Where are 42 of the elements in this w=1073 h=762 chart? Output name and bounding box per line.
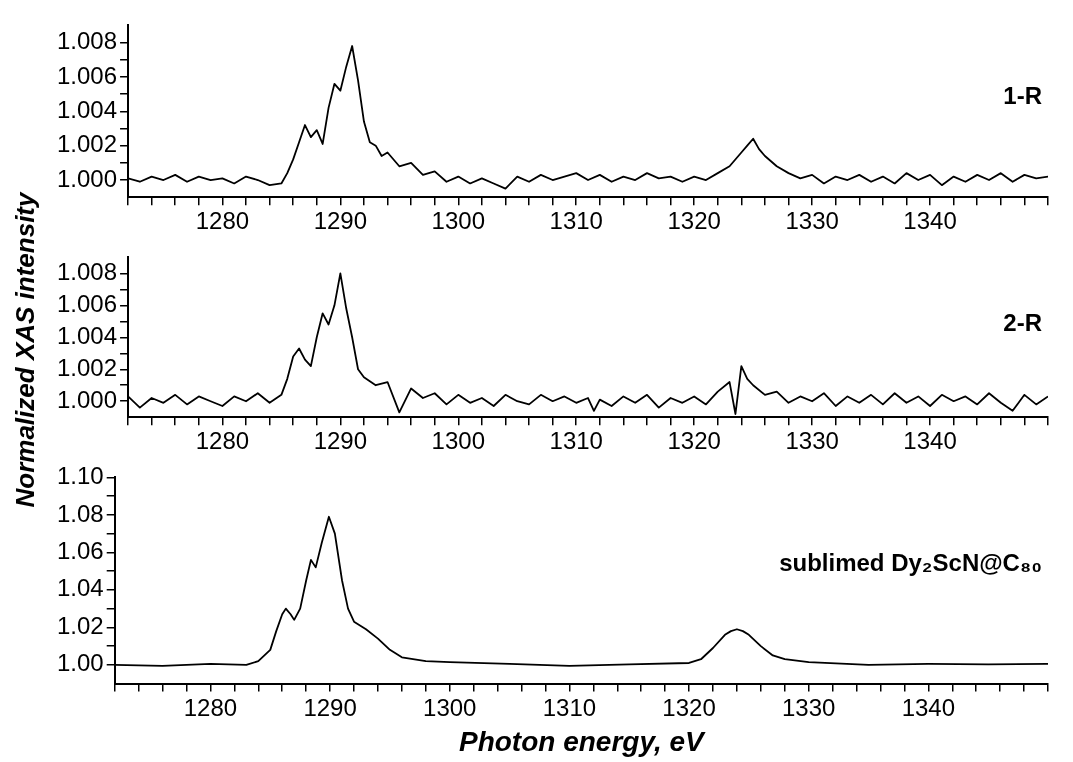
x-tick-label: 1330 — [782, 693, 836, 721]
x-tick-label: 1320 — [667, 427, 721, 455]
x-tick-label: 1290 — [313, 207, 368, 235]
x-tick-label: 1320 — [667, 207, 721, 235]
x-tick-label: 1300 — [423, 693, 477, 721]
x-tick-label: 1330 — [785, 427, 839, 455]
x-tick-label: 1290 — [313, 427, 368, 455]
annotation: 1-R — [1003, 82, 1042, 110]
annotation: 2-R — [1003, 309, 1042, 337]
y-tick-label: 1.006 — [57, 289, 118, 317]
x-tick-label: 1340 — [903, 427, 957, 455]
x-tick-label: 1290 — [303, 693, 357, 721]
y-tick-label: 1.004 — [57, 321, 118, 349]
y-tick-label: 1.004 — [57, 95, 118, 123]
y-tick-label: 1.000 — [57, 164, 118, 192]
y-tick-label: 1.008 — [57, 258, 118, 286]
y-tick-label: 1.02 — [56, 611, 104, 639]
x-tick-label: 1310 — [549, 207, 603, 235]
x-tick-label: 1310 — [549, 427, 603, 455]
y-tick-label: 1.002 — [57, 353, 118, 381]
x-tick-label: 1280 — [195, 427, 250, 455]
x-tick-label: 1280 — [195, 207, 250, 235]
x-tick-label: 1340 — [903, 207, 957, 235]
y-tick-label: 1.06 — [56, 537, 104, 565]
y-tick-label: 1.00 — [56, 649, 104, 677]
y-tick-label: 1.006 — [57, 61, 118, 89]
y-axis-title: Normalized XAS intensity — [9, 192, 41, 508]
x-tick-label: 1300 — [431, 207, 485, 235]
y-tick-label: 1.10 — [56, 462, 104, 490]
x-tick-label: 1280 — [183, 693, 238, 721]
x-tick-label: 1300 — [431, 427, 485, 455]
y-tick-label: 1.04 — [56, 574, 104, 602]
y-tick-label: 1.008 — [57, 27, 118, 55]
y-tick-label: 1.08 — [56, 499, 104, 527]
x-tick-label: 1310 — [542, 693, 597, 721]
x-axis-title: Photon energy, eV — [458, 725, 707, 757]
x-tick-label: 1340 — [901, 693, 956, 721]
x-tick-label: 1320 — [662, 693, 716, 721]
y-tick-label: 1.002 — [57, 130, 118, 158]
y-tick-label: 1.000 — [57, 385, 118, 413]
x-tick-label: 1330 — [785, 207, 839, 235]
annotation: sublimed Dy₂ScN@C₈₀ — [779, 548, 1042, 576]
